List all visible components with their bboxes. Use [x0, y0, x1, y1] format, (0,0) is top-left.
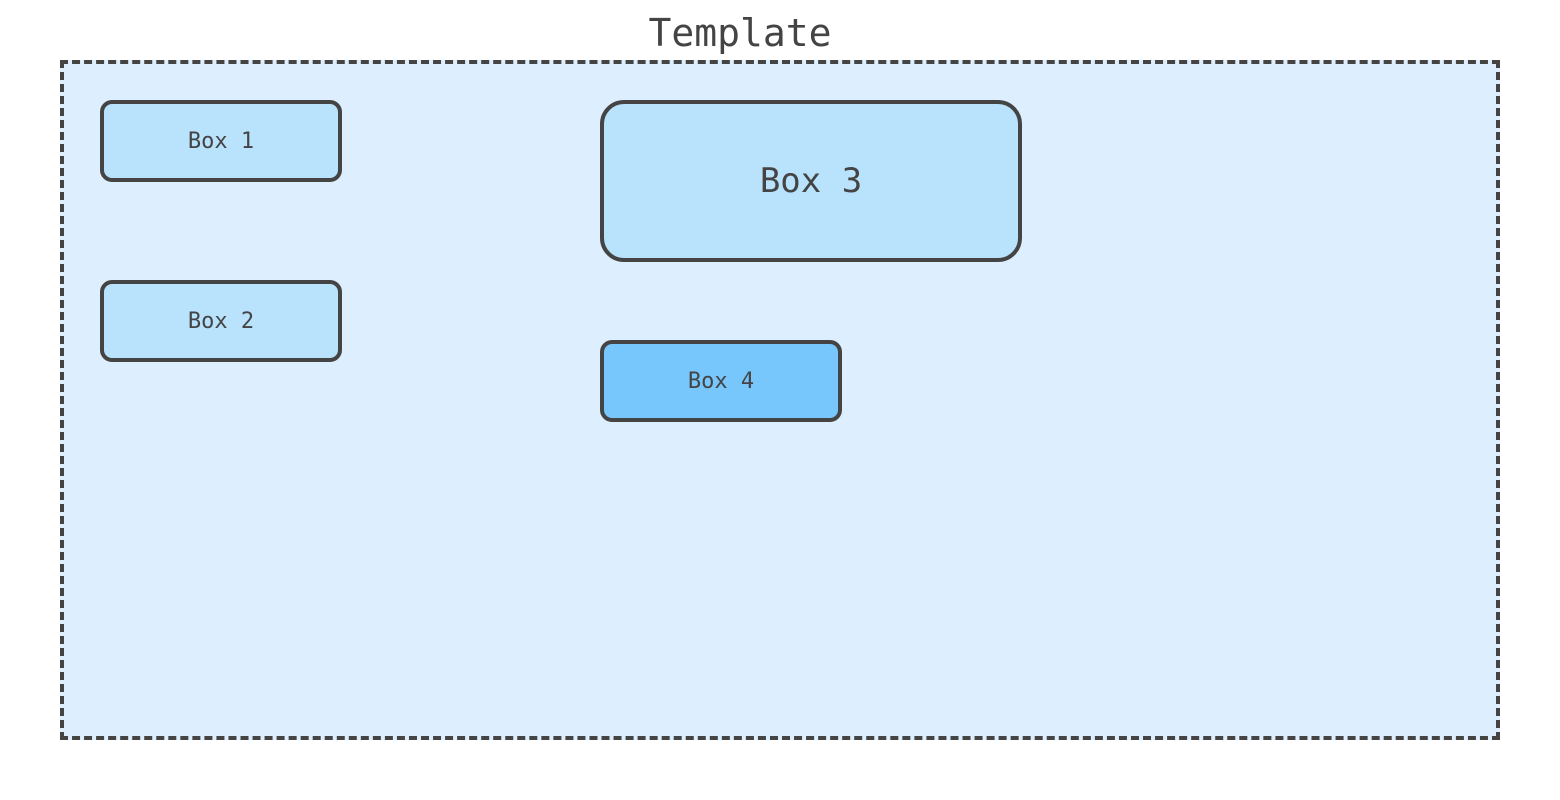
- box-3-label: Box 3: [759, 161, 863, 201]
- box-1[interactable]: Box 1: [100, 100, 342, 182]
- box-4-label: Box 4: [687, 368, 755, 394]
- box-4[interactable]: Box 4: [600, 340, 842, 422]
- box-3[interactable]: Box 3: [600, 100, 1022, 262]
- box-2[interactable]: Box 2: [100, 280, 342, 362]
- box-1-label: Box 1: [187, 128, 255, 154]
- box-2-label: Box 2: [187, 308, 255, 334]
- template-title: Template: [648, 11, 832, 55]
